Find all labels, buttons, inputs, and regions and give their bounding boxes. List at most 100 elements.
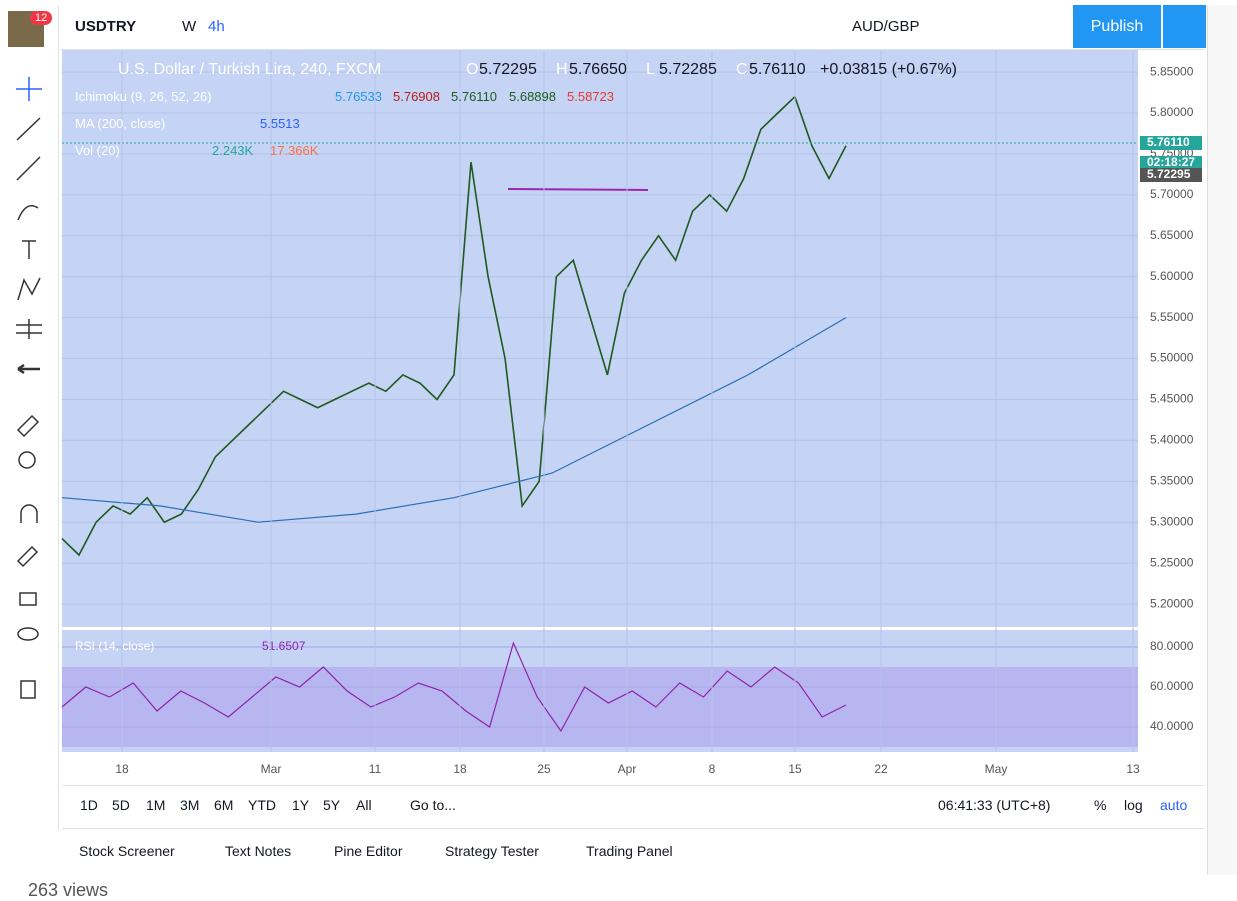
trendline-tool[interactable]	[16, 117, 41, 141]
indicator-value: 5.58723	[567, 89, 614, 104]
brush-tool[interactable]	[17, 205, 39, 221]
x-tick-label: 15	[788, 762, 802, 776]
measure-tool[interactable]	[16, 414, 40, 438]
top-toolbar	[60, 5, 1205, 50]
indicator-name: Vol (20)	[75, 143, 120, 158]
y-tick-label: 5.70000	[1150, 187, 1194, 201]
x-tick-label: May	[985, 762, 1008, 776]
rsi-value: 51.6507	[262, 639, 306, 653]
scale-option[interactable]: auto	[1160, 797, 1188, 813]
chart: 5.850005.800005.750005.700005.650005.600…	[61, 50, 1202, 777]
right-panel	[1207, 5, 1237, 875]
panel-tab[interactable]: Text Notes	[225, 843, 292, 859]
y-tick-label: 5.80000	[1150, 105, 1194, 119]
prediction-tool[interactable]	[16, 319, 42, 339]
range-button[interactable]: 3M	[180, 797, 200, 813]
notification-badge: 12	[30, 11, 53, 25]
x-tick-label: 13	[1126, 762, 1140, 776]
magnet-tool[interactable]	[20, 504, 38, 523]
zoom-tool[interactable]	[18, 451, 36, 469]
x-tick-label: 8	[709, 762, 716, 776]
price-tag	[1140, 168, 1202, 182]
panel-tab[interactable]: Pine Editor	[334, 843, 403, 859]
y-tick-label: 5.65000	[1150, 228, 1194, 242]
indicator-name: MA (200, close)	[75, 116, 166, 131]
x-tick-label: 18	[115, 762, 129, 776]
y-tick-label: 5.40000	[1150, 433, 1194, 447]
rsi-name: RSI (14, close)	[75, 639, 154, 653]
back-tool[interactable]	[17, 363, 40, 375]
eye-tool[interactable]	[17, 627, 39, 641]
rsi-line	[61, 641, 847, 733]
panel-tab[interactable]: Strategy Tester	[445, 843, 539, 859]
tool-icons	[16, 77, 42, 699]
drawing-toolbar: 12	[0, 5, 59, 830]
symbol[interactable]: USDTRY	[75, 18, 137, 35]
scale-option[interactable]: log	[1124, 797, 1143, 813]
indicator-name: Ichimoku (9, 26, 52, 26)	[75, 89, 212, 104]
x-tick-label: Apr	[618, 762, 637, 776]
price-line	[61, 317, 847, 523]
indicator-value: 2.243K	[212, 143, 254, 158]
x-tick-label: 11	[369, 762, 382, 776]
y-tick-label: 5.25000	[1150, 555, 1194, 569]
y-tick-label: 5.55000	[1150, 310, 1194, 324]
price-tag	[1140, 136, 1202, 150]
text-tool[interactable]	[22, 240, 36, 259]
fib-tool[interactable]	[16, 156, 41, 181]
rsi-tick-label: 60.0000	[1150, 679, 1194, 693]
legend-change: +0.03815 (+0.67%)	[820, 61, 957, 78]
panel-tab[interactable]: Stock Screener	[79, 843, 175, 859]
ohlc-label: O	[466, 61, 479, 78]
ohlc-label: H	[556, 61, 568, 78]
interval[interactable]: 4h	[208, 18, 225, 35]
ohlc-value: 5.76650	[569, 61, 627, 78]
range-button[interactable]: 1M	[146, 797, 166, 813]
indicator-value: 5.76110	[451, 89, 498, 104]
range-button[interactable]: 1Y	[292, 797, 310, 813]
indicator-value: 17.366K	[270, 143, 319, 158]
x-tick-label: 22	[874, 762, 888, 776]
y-tick-label: 5.20000	[1150, 596, 1194, 610]
ohlc-label: C	[736, 61, 748, 78]
indicator-value: 5.68898	[509, 89, 556, 104]
price-tag	[1140, 156, 1202, 170]
y-tick-label: 5.30000	[1150, 514, 1194, 528]
play-button[interactable]	[1162, 5, 1206, 48]
range-button[interactable]: All	[356, 797, 372, 813]
range-button[interactable]: YTD	[248, 797, 276, 813]
x-tick-label: 25	[537, 762, 551, 776]
price-pane	[62, 50, 1138, 627]
publish-button[interactable]: Publish	[1073, 5, 1161, 48]
range-button[interactable]: 5Y	[323, 797, 341, 813]
x-tick-label: 18	[453, 762, 467, 776]
price-line	[61, 95, 847, 557]
y-tick-label: 5.60000	[1150, 269, 1194, 283]
legend-title: U.S. Dollar / Turkish Lira, 240, FXCM	[118, 61, 382, 78]
price-tag-label: 5.76110	[1147, 135, 1190, 149]
views-count: 263 views	[28, 880, 109, 900]
horizontal-drawing	[507, 188, 649, 191]
trash-tool[interactable]	[20, 680, 36, 699]
indicator-value: 5.76908	[393, 89, 440, 104]
range-button[interactable]: 1D	[80, 797, 98, 813]
price-tag-label: 02:18:27	[1147, 155, 1195, 169]
range-button[interactable]: 5D	[112, 797, 130, 813]
panel-tab[interactable]: Trading Panel	[586, 843, 673, 859]
scale-option[interactable]: %	[1094, 797, 1107, 813]
pattern-tool[interactable]	[17, 277, 41, 301]
lock-tool[interactable]	[19, 592, 37, 606]
interval-w[interactable]: W	[182, 18, 197, 35]
range-button[interactable]: 6M	[214, 797, 234, 813]
ohlc-value: 5.72285	[659, 61, 717, 78]
x-tick-label: Mar	[261, 762, 282, 776]
rsi-band	[62, 667, 1138, 747]
goto-button[interactable]: Go to...	[410, 797, 456, 813]
ohlc-value: 5.72295	[479, 61, 537, 78]
lock-draw-tool[interactable]	[16, 545, 39, 568]
compare[interactable]: AUD/GBP	[852, 18, 920, 35]
ohlc-label: L	[646, 61, 655, 78]
rsi-tick-label: 40.0000	[1150, 719, 1194, 733]
y-tick-label: 5.35000	[1150, 473, 1194, 487]
